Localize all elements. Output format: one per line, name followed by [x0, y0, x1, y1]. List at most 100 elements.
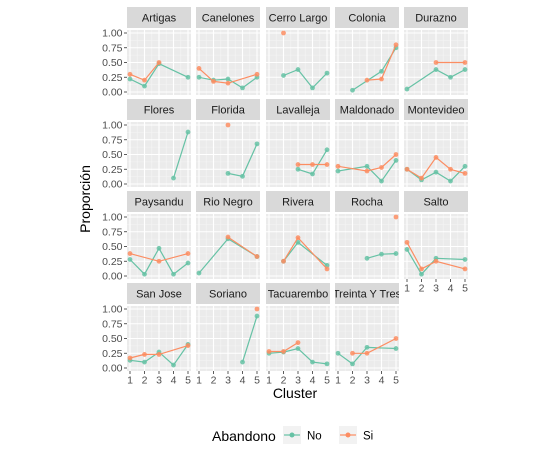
facet-panel-rivera: Rivera — [266, 191, 330, 279]
data-point-no — [185, 74, 191, 80]
data-point-si — [225, 122, 231, 128]
data-point-si — [295, 162, 301, 167]
series-no — [364, 251, 399, 261]
x-tick-label: 4 — [448, 283, 454, 295]
legend-key-point — [345, 432, 351, 438]
data-point-no — [393, 158, 399, 163]
facet-strip-label: Montevideo — [408, 105, 465, 117]
data-point-no — [324, 361, 330, 367]
data-point-no — [142, 359, 147, 365]
x-tick-label: 2 — [211, 375, 217, 387]
facet-strip-label: Salto — [423, 197, 448, 209]
data-point-no — [142, 83, 147, 89]
data-point-no — [295, 166, 301, 172]
data-point-si — [142, 352, 147, 357]
data-point-si — [350, 350, 355, 356]
facet-strip-label: Tacuarembo — [268, 289, 329, 301]
data-point-si — [393, 214, 399, 220]
facet-strip — [335, 283, 399, 304]
facet-strip-label: Rio Negro — [203, 197, 253, 209]
data-point-no — [433, 67, 439, 72]
facet-strip-label: Colonia — [348, 13, 386, 25]
data-point-si — [335, 163, 341, 169]
series-si — [364, 42, 399, 83]
gridlines — [335, 306, 399, 371]
facet-strip — [196, 283, 260, 304]
y-tick-label: 0.25 — [102, 256, 123, 268]
x-tick-label: 4 — [310, 375, 316, 387]
data-point-no — [448, 178, 453, 184]
data-point-no — [254, 141, 260, 147]
facet-panel-san-jose: San Jose — [127, 283, 191, 371]
facet-strip-label: Florida — [211, 105, 246, 117]
x-tick-label: 2 — [350, 375, 356, 387]
legend-item-si: Si — [339, 426, 373, 444]
data-point-no — [196, 270, 202, 276]
x-tick-label: 3 — [364, 375, 370, 387]
legend-title: Abandono — [212, 428, 276, 444]
x-axis-title: Cluster — [273, 385, 318, 401]
facet-strip-label: Cerro Largo — [269, 13, 328, 25]
gridlines — [266, 122, 330, 187]
x-tick-label: 5 — [393, 375, 399, 387]
x-tick-label: 1 — [404, 283, 410, 295]
gridlines — [196, 122, 260, 187]
series-si — [127, 60, 162, 83]
series-line-si — [337, 154, 397, 172]
data-point-no — [310, 85, 315, 91]
data-point-si — [462, 266, 468, 272]
data-point-si — [266, 349, 272, 354]
data-point-si — [379, 165, 384, 170]
facet-strip — [196, 191, 260, 212]
facet-strip-label: Treinta Y Tres — [333, 289, 402, 301]
y-tick-label: 1.00 — [102, 28, 123, 40]
facet-strip — [196, 7, 260, 28]
series-line-no — [129, 62, 189, 87]
series-no — [225, 141, 260, 179]
series-line-no — [406, 68, 466, 90]
facet-strip — [335, 7, 399, 28]
series-line-no — [283, 68, 328, 89]
data-point-si — [393, 152, 399, 157]
data-point-no — [462, 67, 468, 72]
data-point-si — [254, 71, 260, 77]
data-point-si — [310, 162, 315, 167]
axes: 0.00 0.25 0.50 0.75 1.00 0.00 0.25 0.50 0.75 1.00… — [102, 28, 468, 387]
data-point-no — [364, 344, 370, 350]
series-no — [127, 61, 191, 89]
data-point-no — [324, 147, 330, 153]
data-point-si — [404, 166, 410, 172]
data-point-no — [225, 76, 231, 82]
facet-panel-artigas: Artigas — [127, 7, 191, 95]
series-si — [350, 336, 399, 356]
facet-strip-label: Artigas — [142, 13, 177, 25]
facet-panel-durazno: Durazno — [404, 7, 468, 95]
data-point-no — [324, 70, 330, 76]
data-point-si — [364, 168, 370, 174]
facet-strip — [335, 191, 399, 212]
data-point-si — [254, 306, 260, 312]
facet-strip-label: Soriano — [209, 289, 247, 301]
data-point-si — [156, 60, 162, 65]
y-tick-label: 0.50 — [102, 149, 123, 161]
data-point-si — [281, 258, 286, 264]
data-point-no — [185, 129, 191, 135]
x-tick-label: 4 — [379, 375, 385, 387]
data-point-no — [185, 260, 191, 266]
data-point-si — [364, 350, 370, 356]
data-point-no — [379, 68, 384, 74]
y-tick-label: 1.00 — [102, 120, 123, 132]
data-point-no — [127, 76, 133, 82]
y-tick-label: 0.00 — [102, 87, 123, 99]
data-point-no — [324, 262, 330, 268]
data-point-no — [254, 313, 260, 319]
facet-strip — [404, 191, 468, 212]
legend-label-si: Si — [363, 431, 373, 443]
data-point-no — [419, 271, 424, 277]
y-tick-label: 1.00 — [102, 304, 123, 316]
data-point-si — [127, 71, 133, 77]
data-point-si — [324, 162, 330, 167]
data-point-si — [156, 352, 162, 357]
facet-strip — [127, 283, 191, 304]
